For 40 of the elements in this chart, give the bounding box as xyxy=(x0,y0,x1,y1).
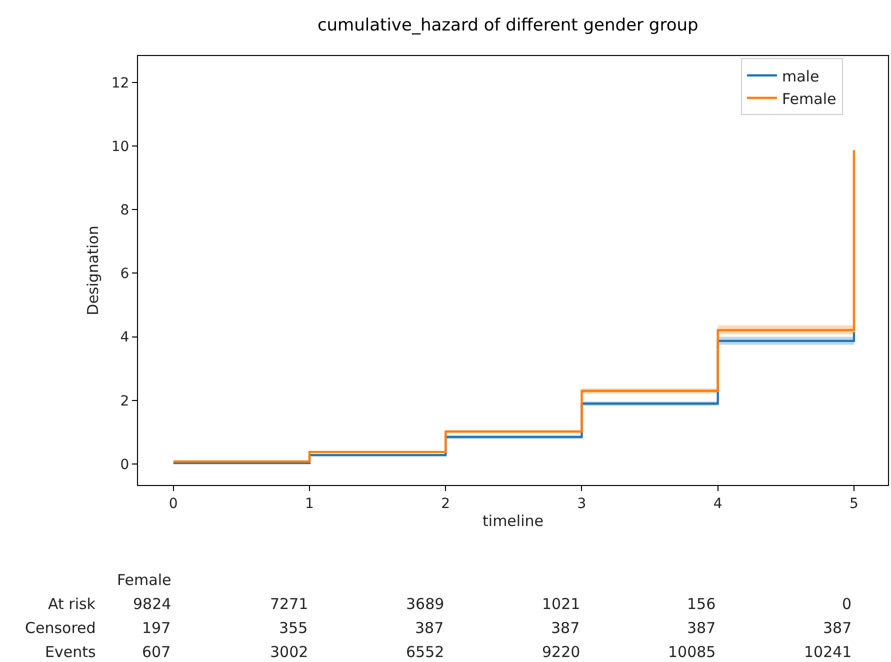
text: 607 xyxy=(142,643,171,661)
text: 9220 xyxy=(542,643,580,661)
x-tick-label: 3 xyxy=(577,496,586,512)
y-tick-label: 2 xyxy=(120,393,130,410)
text: 7271 xyxy=(270,595,308,613)
y-tick-label: 12 xyxy=(111,75,130,92)
y-tick-label: 6 xyxy=(120,266,130,282)
text: 3689 xyxy=(406,595,444,613)
text: Female xyxy=(117,571,172,589)
text: 6552 xyxy=(406,643,444,661)
text: 3002 xyxy=(270,643,308,661)
legend-label: male xyxy=(782,67,820,86)
y-tick-label: 0 xyxy=(120,456,130,473)
text: 355 xyxy=(279,619,308,637)
text: 387 xyxy=(823,619,852,637)
y-tick-label: 8 xyxy=(120,202,130,218)
x-tick-label: 5 xyxy=(850,496,858,512)
text: 0 xyxy=(842,595,852,613)
x-tick-label: 2 xyxy=(441,496,450,512)
text: Events xyxy=(45,643,96,661)
text: 387 xyxy=(551,619,580,637)
text: At risk xyxy=(48,595,96,613)
text: 10241 xyxy=(804,643,852,661)
text: 10085 xyxy=(668,643,716,661)
legend-label: Female xyxy=(782,90,836,108)
x-tick-label: 0 xyxy=(168,496,178,512)
text: 1021 xyxy=(542,595,580,613)
y-tick-label: 10 xyxy=(111,138,130,155)
text: 197 xyxy=(142,619,171,637)
y-tick-label: 4 xyxy=(120,330,130,346)
chart-title: cumulative_hazard of different gender group xyxy=(317,15,698,36)
x-tick-label: 1 xyxy=(305,496,314,512)
text: 9824 xyxy=(133,595,172,613)
text: Censored xyxy=(25,619,96,637)
x-tick-label: 4 xyxy=(713,496,722,512)
y-axis-title: Designation xyxy=(84,226,102,316)
text: 156 xyxy=(687,595,716,613)
x-axis-title: timeline xyxy=(482,512,544,530)
text: 387 xyxy=(415,619,444,637)
text: 387 xyxy=(687,619,716,637)
